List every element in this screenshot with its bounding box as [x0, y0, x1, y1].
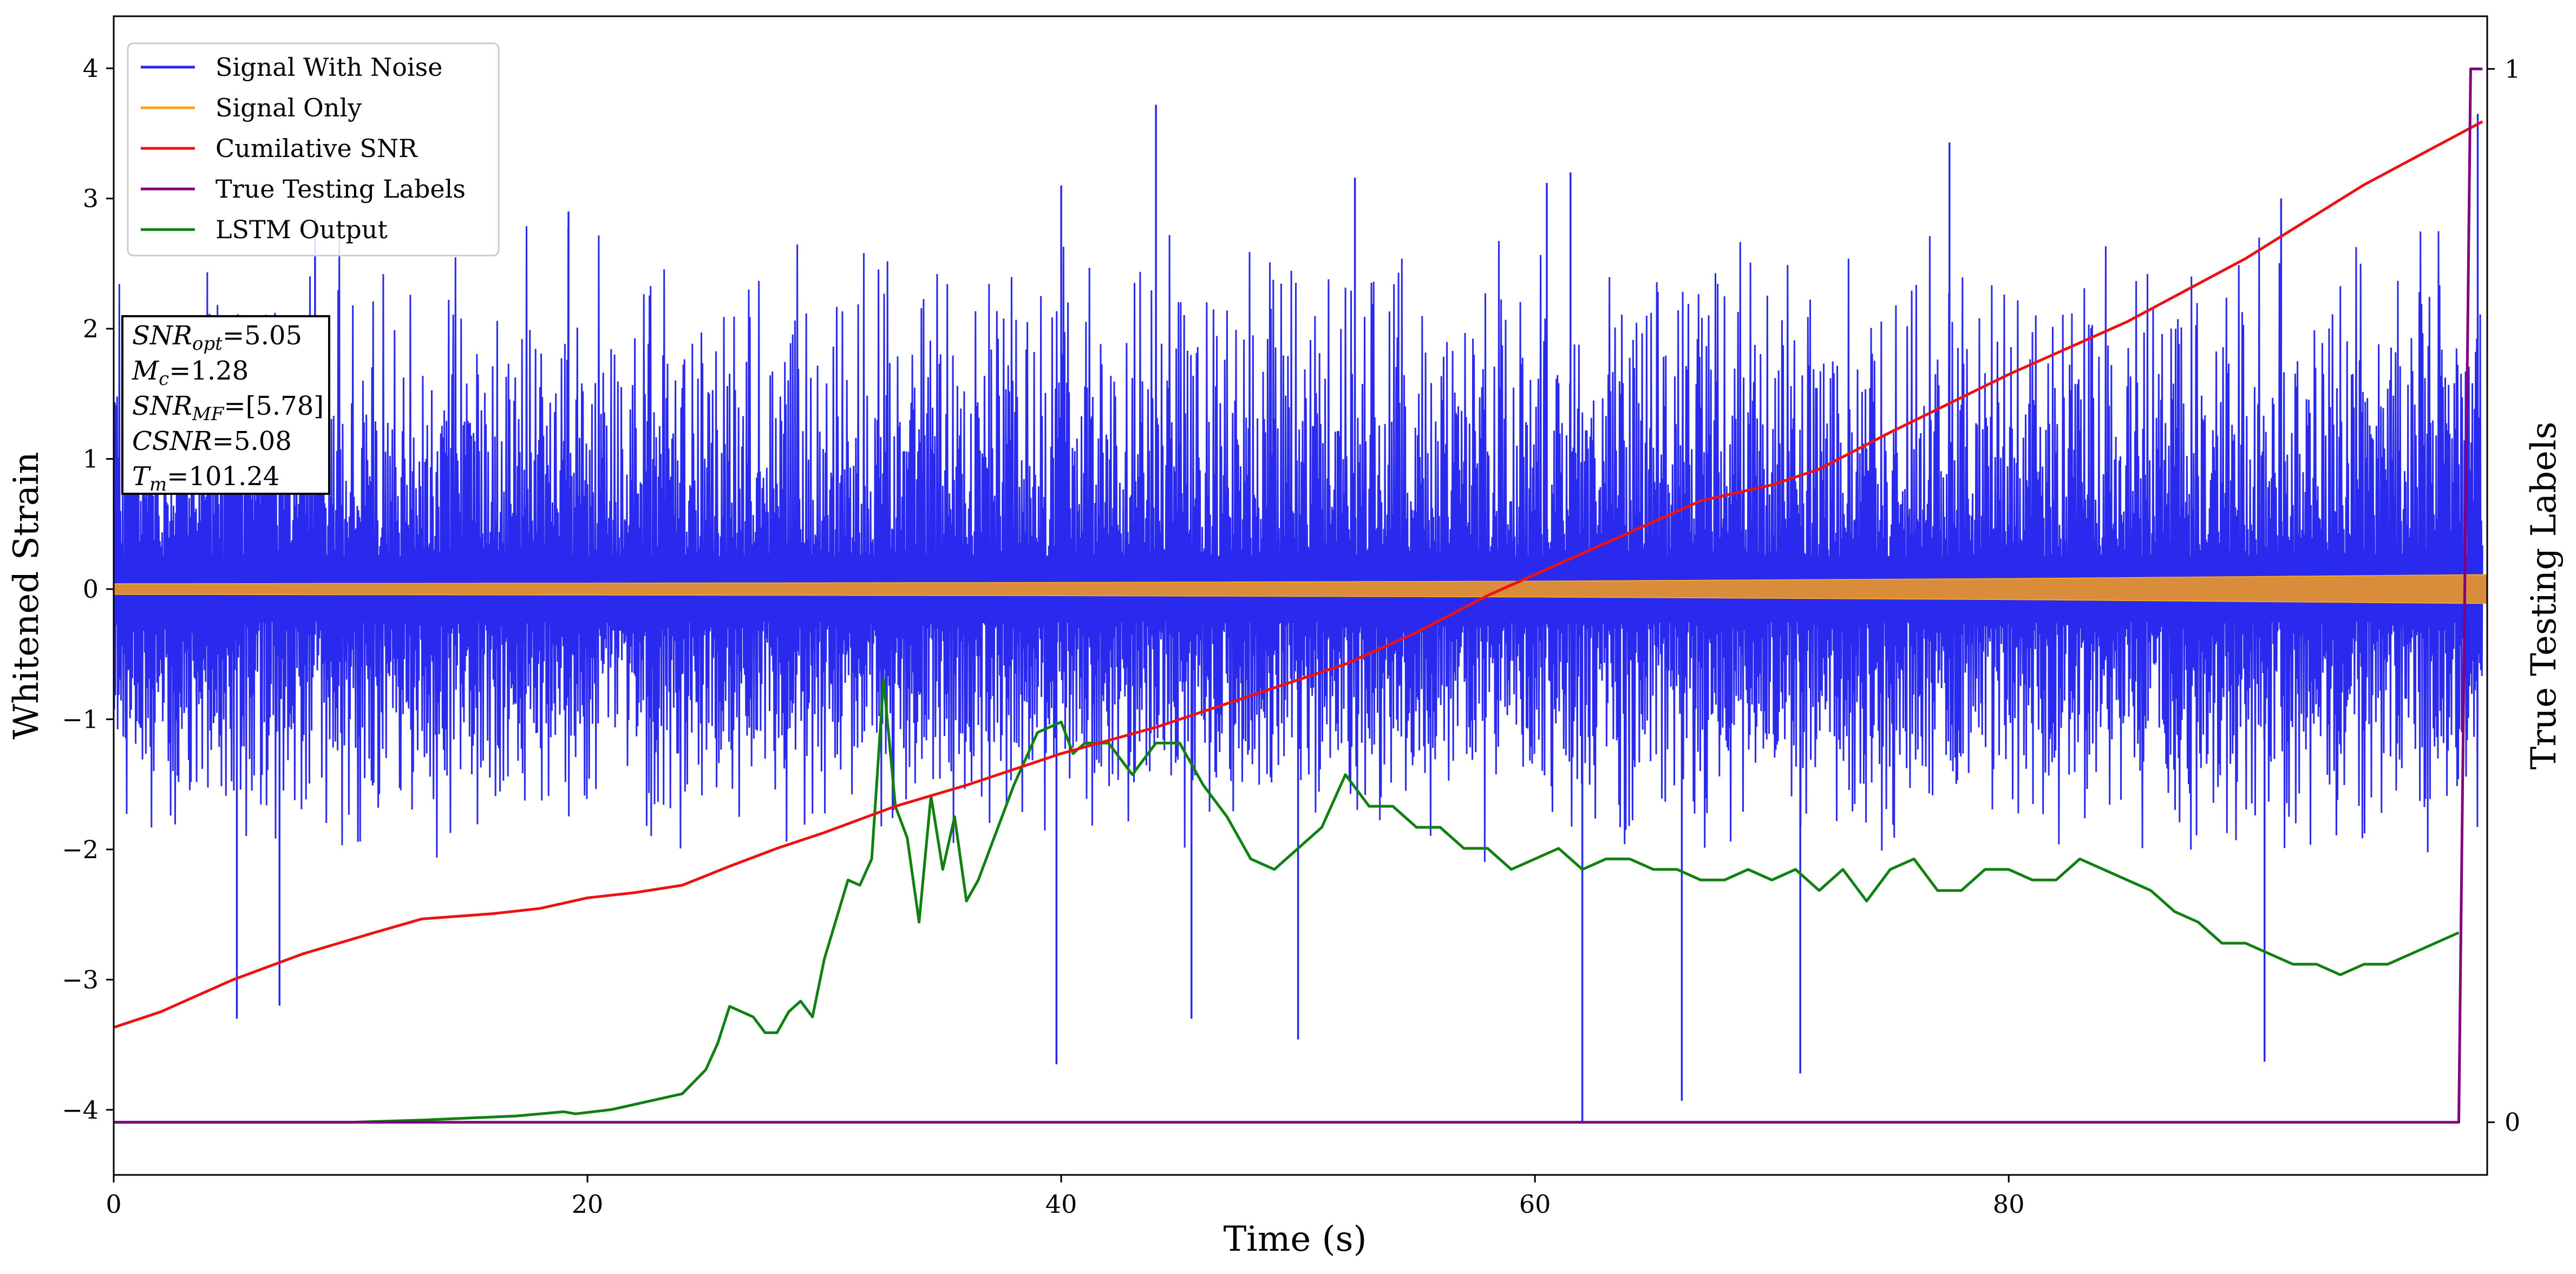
series-true-testing-labels-line: [114, 67, 2483, 1124]
y-tick-label: 2: [83, 314, 99, 343]
x-tick-label: 0: [106, 1190, 121, 1219]
y-tick-label: 1: [83, 445, 99, 474]
x-axis: 0 20 40 60 80: [106, 1175, 2024, 1219]
y-tick-label: −4: [62, 1095, 99, 1125]
y-tick-label: −2: [62, 835, 99, 864]
legend-label-lstm-output: LSTM Output: [215, 215, 388, 244]
y-tick-label: 4: [83, 54, 99, 83]
series-lines: [114, 67, 2483, 1124]
series-cumilative-snr-line: [114, 120, 2483, 1029]
legend-label-cumilative-snr: Cumilative SNR: [215, 134, 418, 163]
info-line: Mc=1.28: [132, 356, 249, 390]
y-tick-label: 0: [83, 574, 99, 604]
legend-label-signal-with-noise: Signal With Noise: [215, 53, 442, 82]
y2-tick-label: 0: [2505, 1108, 2520, 1137]
y-axis-title: Whitened Strain: [6, 452, 47, 739]
signal-with-noise-trace: [114, 226, 2483, 863]
info-line: CSNR=5.08: [132, 426, 292, 456]
plot-frame: [113, 15, 2488, 1176]
series-lstm-output-line: [114, 678, 2460, 1124]
y-tick-label: −1: [62, 704, 99, 734]
x-axis-title: Time (s): [1224, 1219, 1367, 1259]
x-tick-label: 80: [1993, 1190, 2025, 1219]
y-tick-label: −3: [62, 965, 99, 994]
x-tick-label: 40: [1045, 1190, 1077, 1219]
y2-axis: 01: [2487, 54, 2520, 1137]
series-signal-with-noise: [114, 104, 2483, 1123]
info-line: SNRopt=5.05: [132, 321, 302, 355]
signal-only-band: [114, 574, 2487, 604]
info-line: SNRMF=[5.78]: [132, 391, 324, 425]
legend-label-true-testing-labels: True Testing Labels: [215, 174, 466, 204]
info-box-frame: [121, 315, 330, 495]
y-axis: −4 −3 −2 −1 0 1 2 3 4: [62, 54, 114, 1125]
legend-label-signal-only: Signal Only: [215, 93, 362, 122]
series-signal-only: [114, 574, 2487, 604]
y-tick-label: 3: [83, 184, 99, 213]
y2-axis-title: True Testing Labels: [2524, 422, 2564, 770]
x-tick-label: 20: [572, 1190, 604, 1219]
legend: Signal With Noise Signal Only Cumilative S…: [127, 42, 500, 257]
x-tick-label: 60: [1519, 1190, 1551, 1219]
y2-tick-label: 1: [2505, 54, 2520, 83]
legend-frame: [127, 42, 500, 257]
info-line: Tm=101.24: [132, 461, 279, 495]
